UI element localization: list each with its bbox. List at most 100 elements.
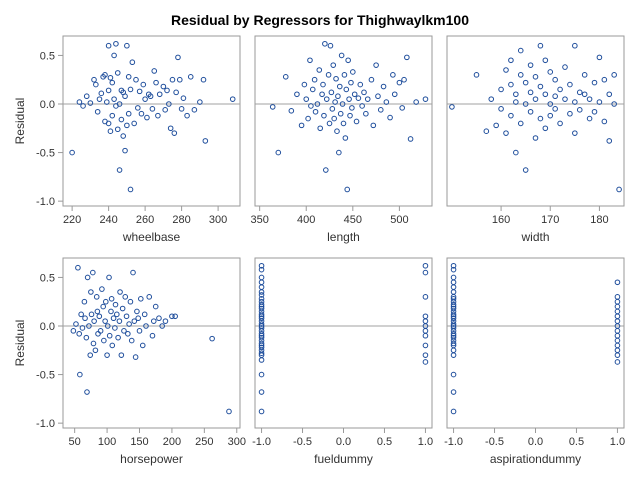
residual-point xyxy=(373,62,379,68)
residual-point xyxy=(164,87,170,94)
residual-point xyxy=(450,315,457,322)
residual-point xyxy=(127,86,134,93)
x-axis-label: wheelbase xyxy=(122,230,181,244)
residual-point xyxy=(542,57,549,64)
residual-point xyxy=(450,321,457,327)
residual-point xyxy=(144,114,150,121)
residual-point xyxy=(75,264,81,271)
residual-point xyxy=(176,76,183,83)
residual-point xyxy=(345,57,351,64)
residual-point xyxy=(337,110,344,117)
residual-point xyxy=(317,125,324,132)
residual-point xyxy=(503,67,509,73)
residual-point xyxy=(258,371,265,378)
x-tick-label: 400 xyxy=(297,214,315,226)
residual-point xyxy=(483,128,490,134)
residual-point xyxy=(91,76,97,83)
residual-point xyxy=(76,99,83,105)
residual-point xyxy=(111,52,117,59)
residual-point xyxy=(125,74,132,80)
residual-point xyxy=(139,342,146,349)
residual-point xyxy=(527,89,534,96)
residual-point xyxy=(498,86,504,93)
residual-point xyxy=(357,81,364,88)
residual-point xyxy=(226,408,232,415)
residual-point xyxy=(78,311,84,318)
residual-point xyxy=(130,269,136,276)
residual-point xyxy=(581,91,588,98)
residual-point xyxy=(339,101,346,107)
residual-point xyxy=(149,332,156,339)
residual-point xyxy=(498,106,504,112)
x-axis-label: width xyxy=(520,230,549,244)
panel-width: 160 170 180 width xyxy=(446,35,625,244)
residual-point xyxy=(102,318,108,324)
residual-point xyxy=(596,99,603,105)
residual-point xyxy=(537,83,544,90)
residual-point xyxy=(331,115,337,122)
residual-point xyxy=(81,298,88,305)
residual-point xyxy=(532,96,539,102)
residual-point xyxy=(146,294,153,300)
residual-point xyxy=(104,323,111,329)
residual-point xyxy=(275,149,282,156)
residual-point xyxy=(567,81,573,88)
residual-point xyxy=(86,323,92,329)
residual-point xyxy=(333,75,339,82)
residual-point xyxy=(390,72,396,78)
chart-title: Residual by Regressors for Thighwaylkm10… xyxy=(171,12,469,28)
x-tick-label: -1.0 xyxy=(252,436,271,448)
residual-point xyxy=(128,337,135,344)
residual-point xyxy=(116,167,123,173)
residual-point xyxy=(258,296,265,302)
residual-point xyxy=(117,289,123,295)
residual-point xyxy=(131,120,137,127)
residual-point xyxy=(258,344,265,351)
residual-point xyxy=(109,79,116,86)
x-tick-label: 350 xyxy=(250,214,268,226)
residual-point xyxy=(108,296,115,302)
y-tick-label: 0.5 xyxy=(40,272,55,284)
residual-point xyxy=(517,72,524,78)
residual-point xyxy=(450,340,457,347)
x-tick-label: -0.5 xyxy=(485,436,504,448)
residual-point xyxy=(99,286,105,292)
residual-point xyxy=(450,262,457,269)
residual-point xyxy=(450,334,457,341)
residual-point xyxy=(112,325,118,331)
x-tick-label: 160 xyxy=(492,214,510,226)
residual-point xyxy=(84,389,90,395)
x-tick-label: 220 xyxy=(63,214,81,226)
residual-point xyxy=(109,342,116,349)
residual-point xyxy=(329,106,336,112)
residual-point xyxy=(258,305,265,312)
residual-point xyxy=(330,62,337,68)
residual-point xyxy=(537,42,544,49)
residual-point xyxy=(124,122,130,129)
residual-point xyxy=(401,76,407,83)
residual-point xyxy=(269,104,276,110)
panel-frame xyxy=(254,35,433,207)
x-tick-label: 200 xyxy=(163,436,181,448)
residual-point xyxy=(90,340,97,347)
residual-point xyxy=(348,79,354,86)
residual-point xyxy=(547,101,554,107)
residual-point xyxy=(383,99,390,105)
residual-point xyxy=(399,105,405,111)
residual-point xyxy=(340,120,347,127)
residual-point xyxy=(370,122,377,129)
residual-point xyxy=(527,62,534,68)
x-tick-label: 50 xyxy=(69,436,81,448)
residual-point xyxy=(576,107,583,113)
residual-point xyxy=(321,112,327,119)
residual-point xyxy=(547,112,554,119)
residual-point xyxy=(542,91,549,98)
residual-point xyxy=(73,321,79,327)
residual-point xyxy=(413,99,419,105)
residual-point xyxy=(69,149,75,156)
residual-point xyxy=(614,279,621,286)
residual-point xyxy=(422,262,429,269)
residual-point xyxy=(314,101,321,107)
